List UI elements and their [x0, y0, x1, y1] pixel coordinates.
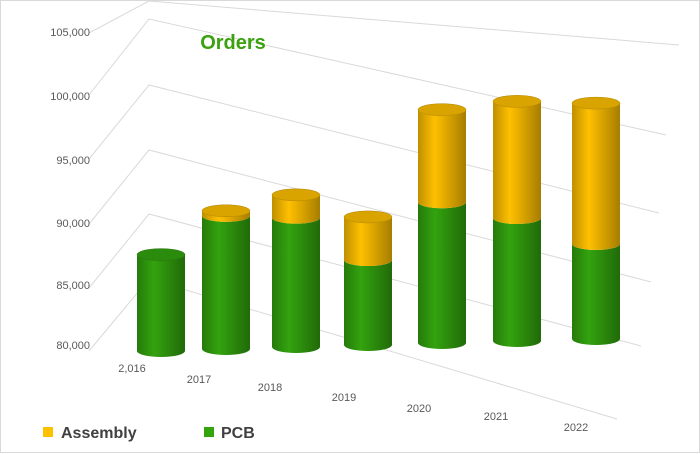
x-tick-label: 2022: [564, 422, 588, 434]
gridline: [88, 149, 652, 283]
bar-assembly: [272, 194, 320, 224]
y-tick-label: 100,000: [50, 91, 90, 103]
y-tick-label: 90,000: [56, 218, 90, 230]
chart-title: Orders: [200, 32, 266, 54]
y-axis-ticks: 80,000 85,000 90,000 95,000 100,000 105,000: [50, 27, 90, 352]
gridline: [88, 1, 680, 46]
bar-group: [492, 95, 542, 347]
bar-assembly-top: [417, 103, 467, 116]
y-tick-label: 80,000: [56, 340, 90, 352]
x-axis-ticks: 2,016 2017 2018 2019 2020 2021 2022: [118, 363, 588, 434]
legend-item: Assembly: [43, 425, 137, 442]
x-tick-label: 2017: [187, 374, 211, 386]
legend-swatch: [43, 427, 53, 437]
bar-pcb: [344, 260, 392, 351]
legend-swatch: [204, 427, 214, 437]
legend-item: PCB: [204, 425, 255, 442]
bar-pcb: [272, 217, 320, 353]
bar-assembly-top: [492, 95, 542, 108]
bar-pcb: [572, 243, 620, 345]
bar-group: [201, 204, 251, 355]
bar-assembly: [344, 216, 392, 267]
bar-group: [271, 188, 321, 353]
bar-pcb-top: [136, 248, 186, 261]
legend: Assembly PCB: [43, 425, 255, 442]
bar-assembly: [202, 210, 250, 222]
bar-pcb: [202, 215, 250, 355]
bar-assembly: [418, 109, 466, 209]
bar-pcb: [418, 202, 466, 349]
x-tick-label: 2018: [258, 382, 282, 394]
y-tick-label: 105,000: [50, 27, 90, 39]
bar-assembly: [572, 103, 620, 250]
y-tick-label: 85,000: [56, 280, 90, 292]
bar-assembly-top: [343, 210, 393, 224]
bar-group: [417, 103, 467, 349]
x-tick-label: 2019: [332, 392, 356, 404]
x-tick-label: 2020: [407, 403, 431, 415]
bars: [136, 95, 621, 357]
bar-pcb: [493, 218, 541, 347]
gridlines: [88, 1, 680, 420]
bar-assembly-top: [571, 96, 621, 110]
x-tick-label: 2,016: [118, 363, 146, 375]
gridline: [88, 213, 642, 347]
x-tick-label: 2021: [484, 411, 508, 423]
bar-group: [136, 248, 186, 357]
bar-assembly: [493, 101, 541, 225]
y-tick-label: 95,000: [56, 155, 90, 167]
bar-group: [571, 96, 621, 345]
legend-label: Assembly: [61, 425, 137, 442]
bar-assembly-top: [271, 188, 321, 202]
bar-assembly-top: [201, 204, 251, 218]
gridline: [88, 84, 660, 214]
gridline: [88, 18, 667, 136]
legend-label: PCB: [221, 425, 255, 442]
bar-pcb: [137, 254, 185, 357]
bar-group: [343, 210, 393, 351]
